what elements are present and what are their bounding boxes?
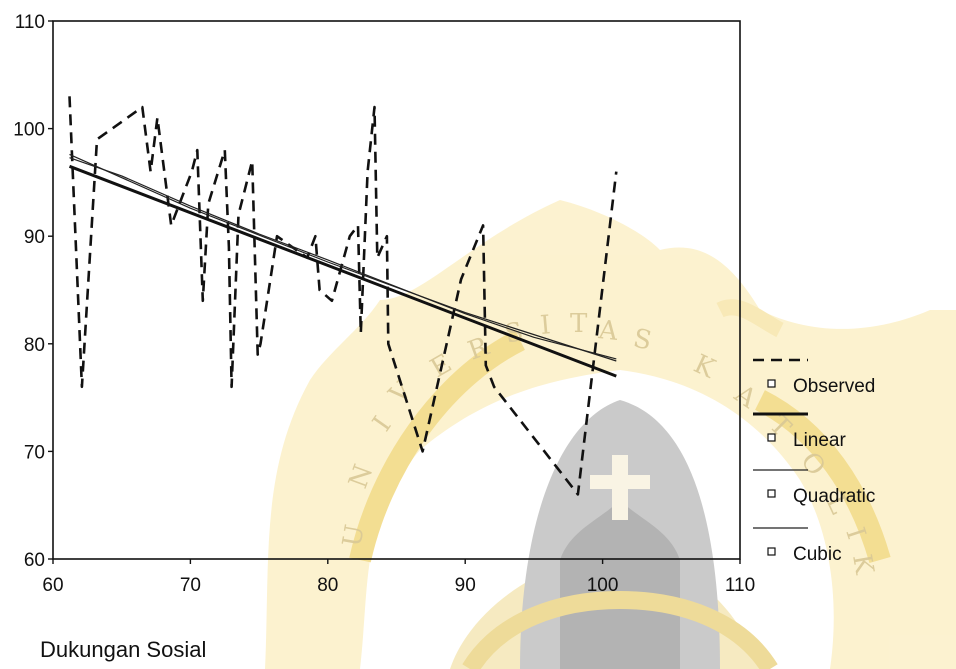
svg-text:T: T (570, 309, 588, 339)
y-tick-label: 80 (24, 335, 45, 356)
x-tick-label: 90 (455, 575, 476, 596)
svg-text:S: S (631, 324, 655, 357)
x-tick-label: 80 (317, 575, 338, 596)
y-tick-label: 100 (13, 120, 45, 141)
svg-text:I: I (539, 310, 552, 341)
legend-marker-icon (767, 379, 776, 388)
series-line-observed (68, 96, 618, 496)
series-line-linear (68, 164, 617, 378)
y-tick-label: 90 (24, 227, 45, 248)
legend-label-cubic: Cubic (793, 544, 842, 565)
svg-text:A: A (596, 315, 620, 347)
x-tick-label: 100 (587, 575, 619, 596)
y-tick-label: 70 (24, 442, 45, 463)
y-tick-label: 60 (24, 550, 45, 571)
legend-marker-icon (767, 433, 776, 442)
y-tick-label: 110 (15, 12, 45, 33)
legend-marker-icon (767, 547, 776, 556)
series-line-quadratic (69, 153, 617, 362)
svg-text:U: U (337, 522, 370, 549)
legend-marker-icon (767, 489, 776, 498)
legend-label-observed: Observed (793, 376, 875, 397)
legend-label-linear: Linear (793, 430, 846, 451)
plot-frame (52, 20, 741, 560)
svg-text:S: S (502, 317, 526, 350)
x-axis-label: Dukungan Sosial (40, 637, 207, 662)
x-tick-label: 70 (180, 575, 201, 596)
x-tick-label: 60 (42, 575, 63, 596)
legend-label-quadratic: Quadratic (793, 486, 875, 507)
x-tick-label: 110 (725, 575, 755, 596)
series-line-cubic (69, 157, 617, 360)
